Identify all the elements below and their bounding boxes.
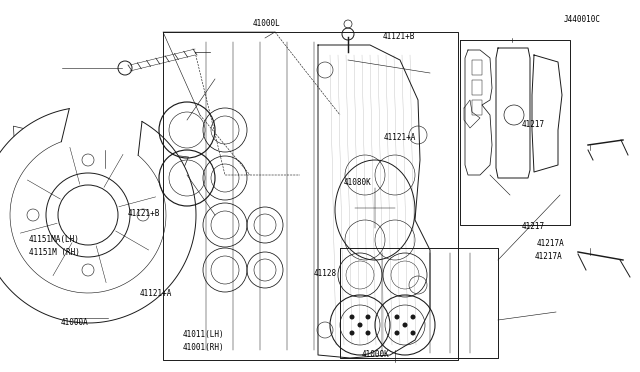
Text: 41151M (RH): 41151M (RH) [29, 248, 79, 257]
Text: 41217A: 41217A [534, 252, 562, 261]
Bar [472, 60, 482, 75]
Text: 41011(LH): 41011(LH) [182, 330, 224, 339]
Circle shape [365, 330, 371, 336]
Text: 41080K: 41080K [344, 178, 371, 187]
Text: 41000K: 41000K [362, 350, 389, 359]
Text: 41121+B: 41121+B [383, 32, 415, 41]
Bar [472, 80, 482, 95]
Circle shape [394, 330, 399, 336]
Circle shape [358, 323, 362, 327]
Text: 41121+B: 41121+B [128, 209, 161, 218]
Text: 41121+A: 41121+A [384, 133, 417, 142]
Circle shape [394, 314, 399, 320]
Circle shape [349, 314, 355, 320]
Text: 41217: 41217 [522, 120, 545, 129]
Circle shape [410, 314, 415, 320]
Bar [472, 100, 482, 115]
Text: 41000L: 41000L [253, 19, 280, 28]
Circle shape [365, 314, 371, 320]
Circle shape [410, 330, 415, 336]
Text: 41001(RH): 41001(RH) [182, 343, 224, 352]
Text: 41128: 41128 [314, 269, 337, 278]
Text: 41217A: 41217A [536, 239, 564, 248]
Text: J440010C: J440010C [563, 15, 600, 24]
Circle shape [403, 323, 408, 327]
Text: 41217: 41217 [522, 222, 545, 231]
Text: 41000A: 41000A [61, 318, 88, 327]
Text: 41121+A: 41121+A [140, 289, 172, 298]
Text: 41151MA(LH): 41151MA(LH) [29, 235, 79, 244]
Circle shape [349, 330, 355, 336]
